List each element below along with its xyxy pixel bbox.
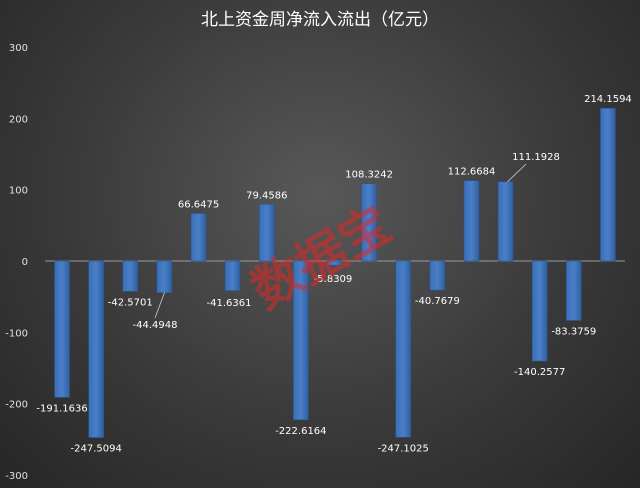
bar bbox=[497, 181, 514, 262]
bar bbox=[88, 260, 104, 438]
data-labels: -191.1636 -247.5094 -42.5701 -44.4948 66.647… bbox=[36, 94, 631, 454]
bar bbox=[531, 260, 548, 362]
bar bbox=[395, 260, 412, 438]
data-label: -83.3759 bbox=[551, 326, 596, 337]
y-tick-label: 200 bbox=[9, 114, 28, 125]
leader-lines bbox=[154, 163, 527, 319]
chart-title: 北上资金周净流入流出（亿元） bbox=[201, 10, 439, 30]
data-label: -44.4948 bbox=[133, 320, 178, 331]
data-label: 214.1594 bbox=[584, 94, 632, 105]
data-label: -191.1636 bbox=[36, 403, 87, 414]
data-label: -41.6361 bbox=[207, 298, 252, 309]
bar bbox=[566, 260, 582, 321]
bar bbox=[463, 180, 480, 262]
data-label: -140.2577 bbox=[514, 367, 565, 378]
bar bbox=[293, 260, 309, 421]
y-tick-label: 300 bbox=[9, 43, 28, 54]
y-axis: 300 200 100 0 -100 -200 -300 bbox=[5, 43, 28, 482]
data-label: -222.6164 bbox=[275, 426, 326, 437]
bar bbox=[361, 183, 377, 262]
data-label: 66.6475 bbox=[178, 199, 219, 210]
y-tick-label: -200 bbox=[5, 400, 28, 411]
data-label: -247.1025 bbox=[378, 443, 429, 454]
y-tick-label: -300 bbox=[5, 471, 28, 482]
bar bbox=[258, 204, 275, 262]
bar bbox=[122, 260, 139, 292]
bar bbox=[429, 260, 446, 291]
y-tick-label: 0 bbox=[22, 257, 28, 268]
leader-line bbox=[507, 163, 527, 182]
bar bbox=[54, 260, 70, 398]
data-label: 79.4586 bbox=[246, 190, 287, 201]
leader-line bbox=[154, 292, 165, 319]
bars bbox=[54, 107, 616, 438]
data-label: -42.5701 bbox=[108, 297, 153, 308]
y-tick-label: 100 bbox=[9, 186, 28, 197]
bar bbox=[600, 107, 616, 262]
bar bbox=[327, 260, 343, 266]
data-label: -247.5094 bbox=[71, 444, 122, 455]
data-label: -40.7679 bbox=[415, 296, 460, 307]
data-label: -5.8309 bbox=[314, 274, 353, 285]
data-label: 111.1928 bbox=[512, 152, 560, 163]
y-tick-label: -100 bbox=[5, 328, 28, 339]
data-label: 112.6684 bbox=[448, 167, 496, 178]
bar bbox=[190, 213, 207, 262]
bar bbox=[156, 260, 173, 294]
bar bbox=[224, 260, 241, 292]
data-label: 108.3242 bbox=[345, 170, 393, 181]
